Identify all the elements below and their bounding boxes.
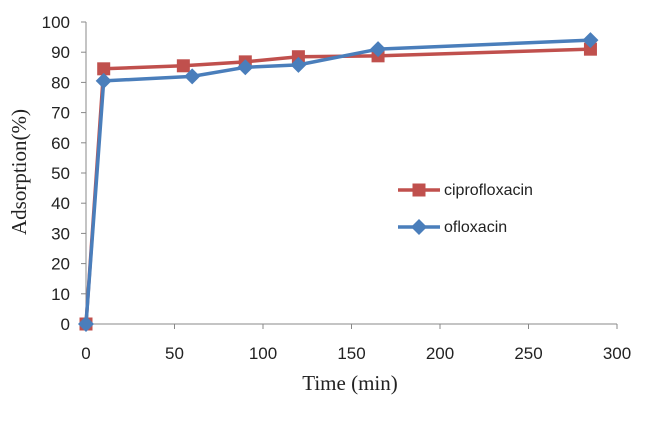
y-tick-label: 80: [51, 73, 70, 92]
data-point-ofloxacin: [184, 68, 201, 85]
y-tick-label: 40: [51, 194, 70, 213]
y-tick-label: 100: [42, 13, 70, 32]
legend-label-ofloxacin: ofloxacin: [444, 219, 507, 236]
legend-item-ofloxacin: ofloxacin: [398, 219, 507, 236]
y-tick-label: 30: [51, 224, 70, 243]
legend-marker-ciprofloxacin: [412, 183, 426, 197]
series-layer: [78, 32, 599, 332]
legend: ciprofloxacin ofloxacin: [398, 182, 533, 236]
data-point-ofloxacin: [95, 72, 112, 89]
y-axis: 0 10 20 30 40 50 60 70 80 90 100: [42, 13, 87, 334]
y-tick-label: 10: [51, 285, 70, 304]
data-point-ciprofloxacin: [583, 42, 597, 56]
x-tick-label: 100: [249, 344, 277, 363]
y-tick-label: 60: [51, 134, 70, 153]
legend-label-ciprofloxacin: ciprofloxacin: [444, 182, 533, 199]
y-tick-label: 20: [51, 255, 70, 274]
data-point-ofloxacin: [370, 41, 387, 58]
y-axis-title: Adsorption(%): [7, 109, 31, 235]
y-tick-label: 0: [61, 315, 70, 334]
data-point-ofloxacin: [78, 316, 94, 332]
y-tick-label: 70: [51, 104, 70, 123]
x-tick-label: 0: [81, 344, 90, 363]
x-tick-label: 50: [165, 344, 184, 363]
legend-item-ciprofloxacin: ciprofloxacin: [398, 182, 533, 199]
data-point-ciprofloxacin: [176, 59, 190, 73]
y-tick-label: 50: [51, 164, 70, 183]
data-point-ofloxacin: [290, 56, 307, 73]
data-point-ofloxacin: [237, 59, 254, 76]
series-ofloxacin: [78, 32, 599, 332]
x-axis-title: Time (min): [302, 371, 397, 395]
x-tick-label: 200: [426, 344, 454, 363]
x-tick-label: 150: [337, 344, 365, 363]
data-point-ofloxacin: [582, 32, 599, 49]
x-axis: 0 50 100 150 200 250 300: [81, 323, 631, 363]
x-tick-label: 250: [514, 344, 542, 363]
data-point-ciprofloxacin: [97, 62, 111, 76]
legend-marker-ofloxacin: [411, 219, 427, 235]
x-tick-label: 300: [603, 344, 631, 363]
y-tick-label: 90: [51, 43, 70, 62]
data-point-ciprofloxacin: [291, 50, 305, 64]
